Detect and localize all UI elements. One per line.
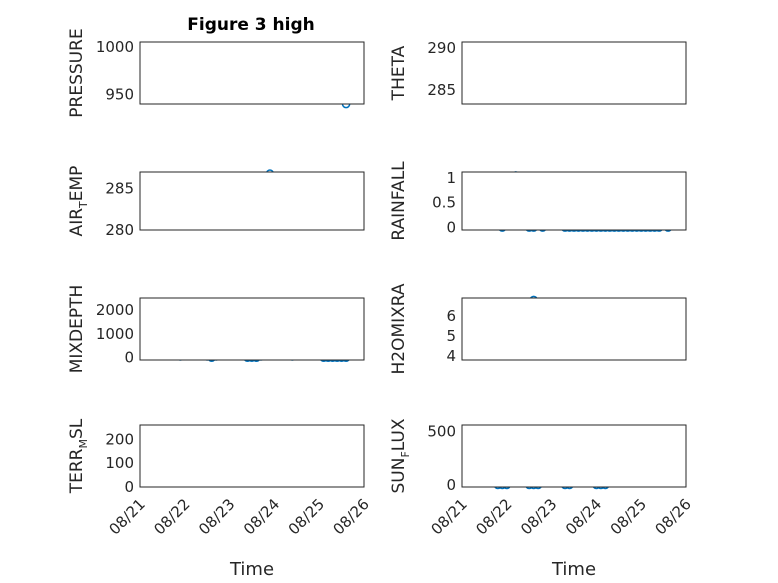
x-tick-label: 08/22 <box>472 495 515 538</box>
y-tick-label: 0 <box>124 478 134 496</box>
y-axis-label: H2OMIXRA <box>389 283 409 374</box>
y-tick-label: 285 <box>427 81 456 99</box>
x-tick-label: 08/25 <box>607 495 650 538</box>
y-tick-label: 280 <box>105 221 134 239</box>
y-tick-label: 500 <box>427 422 456 440</box>
subplot-h2omixra: 4 5 6 H2OMIXRA <box>389 283 687 375</box>
axes-frame <box>139 41 365 105</box>
y-tick-label: 950 <box>105 85 134 103</box>
axes-frame <box>461 424 687 488</box>
x-tick-label: 08/23 <box>195 495 238 538</box>
y-axis-label: SUNFLUX <box>389 418 412 493</box>
y-axis-label: AIRTEMP <box>67 166 90 237</box>
y-tick-label: 100 <box>105 454 134 472</box>
y-tick-label: 0 <box>446 219 456 237</box>
subplot-pressure: 950 1000 PRESSURE <box>67 28 365 118</box>
x-axis-label: Time <box>551 559 596 580</box>
axes-frame <box>139 171 365 231</box>
y-tick-label: 6 <box>446 307 456 325</box>
y-tick-label: 5 <box>446 327 456 345</box>
y-tick-label: 1 <box>446 169 456 187</box>
x-tick-label: 08/24 <box>240 495 283 538</box>
axes-frame <box>139 297 365 361</box>
y-tick-label: 200 <box>105 430 134 448</box>
x-tick-label: 08/21 <box>428 495 471 538</box>
subplot-mixdepth: 0 1000 2000 MIXDEPTH <box>67 285 365 374</box>
y-tick-label: 4 <box>446 347 456 365</box>
subplot-terr_msl: 0 100 200 TERRMSL 08/21 08/22 08/23 08/24 08/25 0… <box>67 418 373 580</box>
x-axis-label: Time <box>229 559 274 580</box>
axes-frame <box>461 171 687 231</box>
y-tick-label: 285 <box>105 180 134 198</box>
y-tick-label: 0.5 <box>432 194 456 212</box>
y-tick-label: 0 <box>124 349 134 367</box>
y-tick-label: 0 <box>446 476 456 494</box>
y-tick-label: 290 <box>427 39 456 57</box>
x-tick-label: 08/21 <box>106 495 149 538</box>
x-tick-label: 08/25 <box>285 495 328 538</box>
y-axis-label: TERRMSL <box>67 418 90 494</box>
axes-frame <box>139 424 365 488</box>
y-tick-label: 1000 <box>96 38 134 56</box>
x-tick-label: 08/26 <box>652 495 695 538</box>
x-tick-label: 08/26 <box>330 495 373 538</box>
subplot-theta: 285 290 THETA <box>389 39 687 105</box>
subplot-rainfall: 0 0.5 1 RAINFALL <box>389 161 687 241</box>
y-tick-label: 1000 <box>96 325 134 343</box>
axes-frame <box>461 41 687 105</box>
y-axis-label: THETA <box>389 45 409 101</box>
y-tick-label: 2000 <box>96 301 134 319</box>
subplot-air_temp: 280 285 AIRTEMP <box>67 166 365 239</box>
y-axis-label: PRESSURE <box>67 28 87 117</box>
axes-frame <box>461 297 687 361</box>
y-axis-label: MIXDEPTH <box>67 285 87 374</box>
x-tick-label: 08/22 <box>150 495 193 538</box>
figure-title: Figure 3 high <box>187 15 315 35</box>
x-tick-label: 08/23 <box>517 495 560 538</box>
subplot-sun_flux: 0 500 SUNFLUX 08/21 08/22 08/23 08/24 08/25 08/2… <box>389 418 695 580</box>
x-tick-label: 08/24 <box>562 495 605 538</box>
y-axis-label: RAINFALL <box>389 161 409 241</box>
